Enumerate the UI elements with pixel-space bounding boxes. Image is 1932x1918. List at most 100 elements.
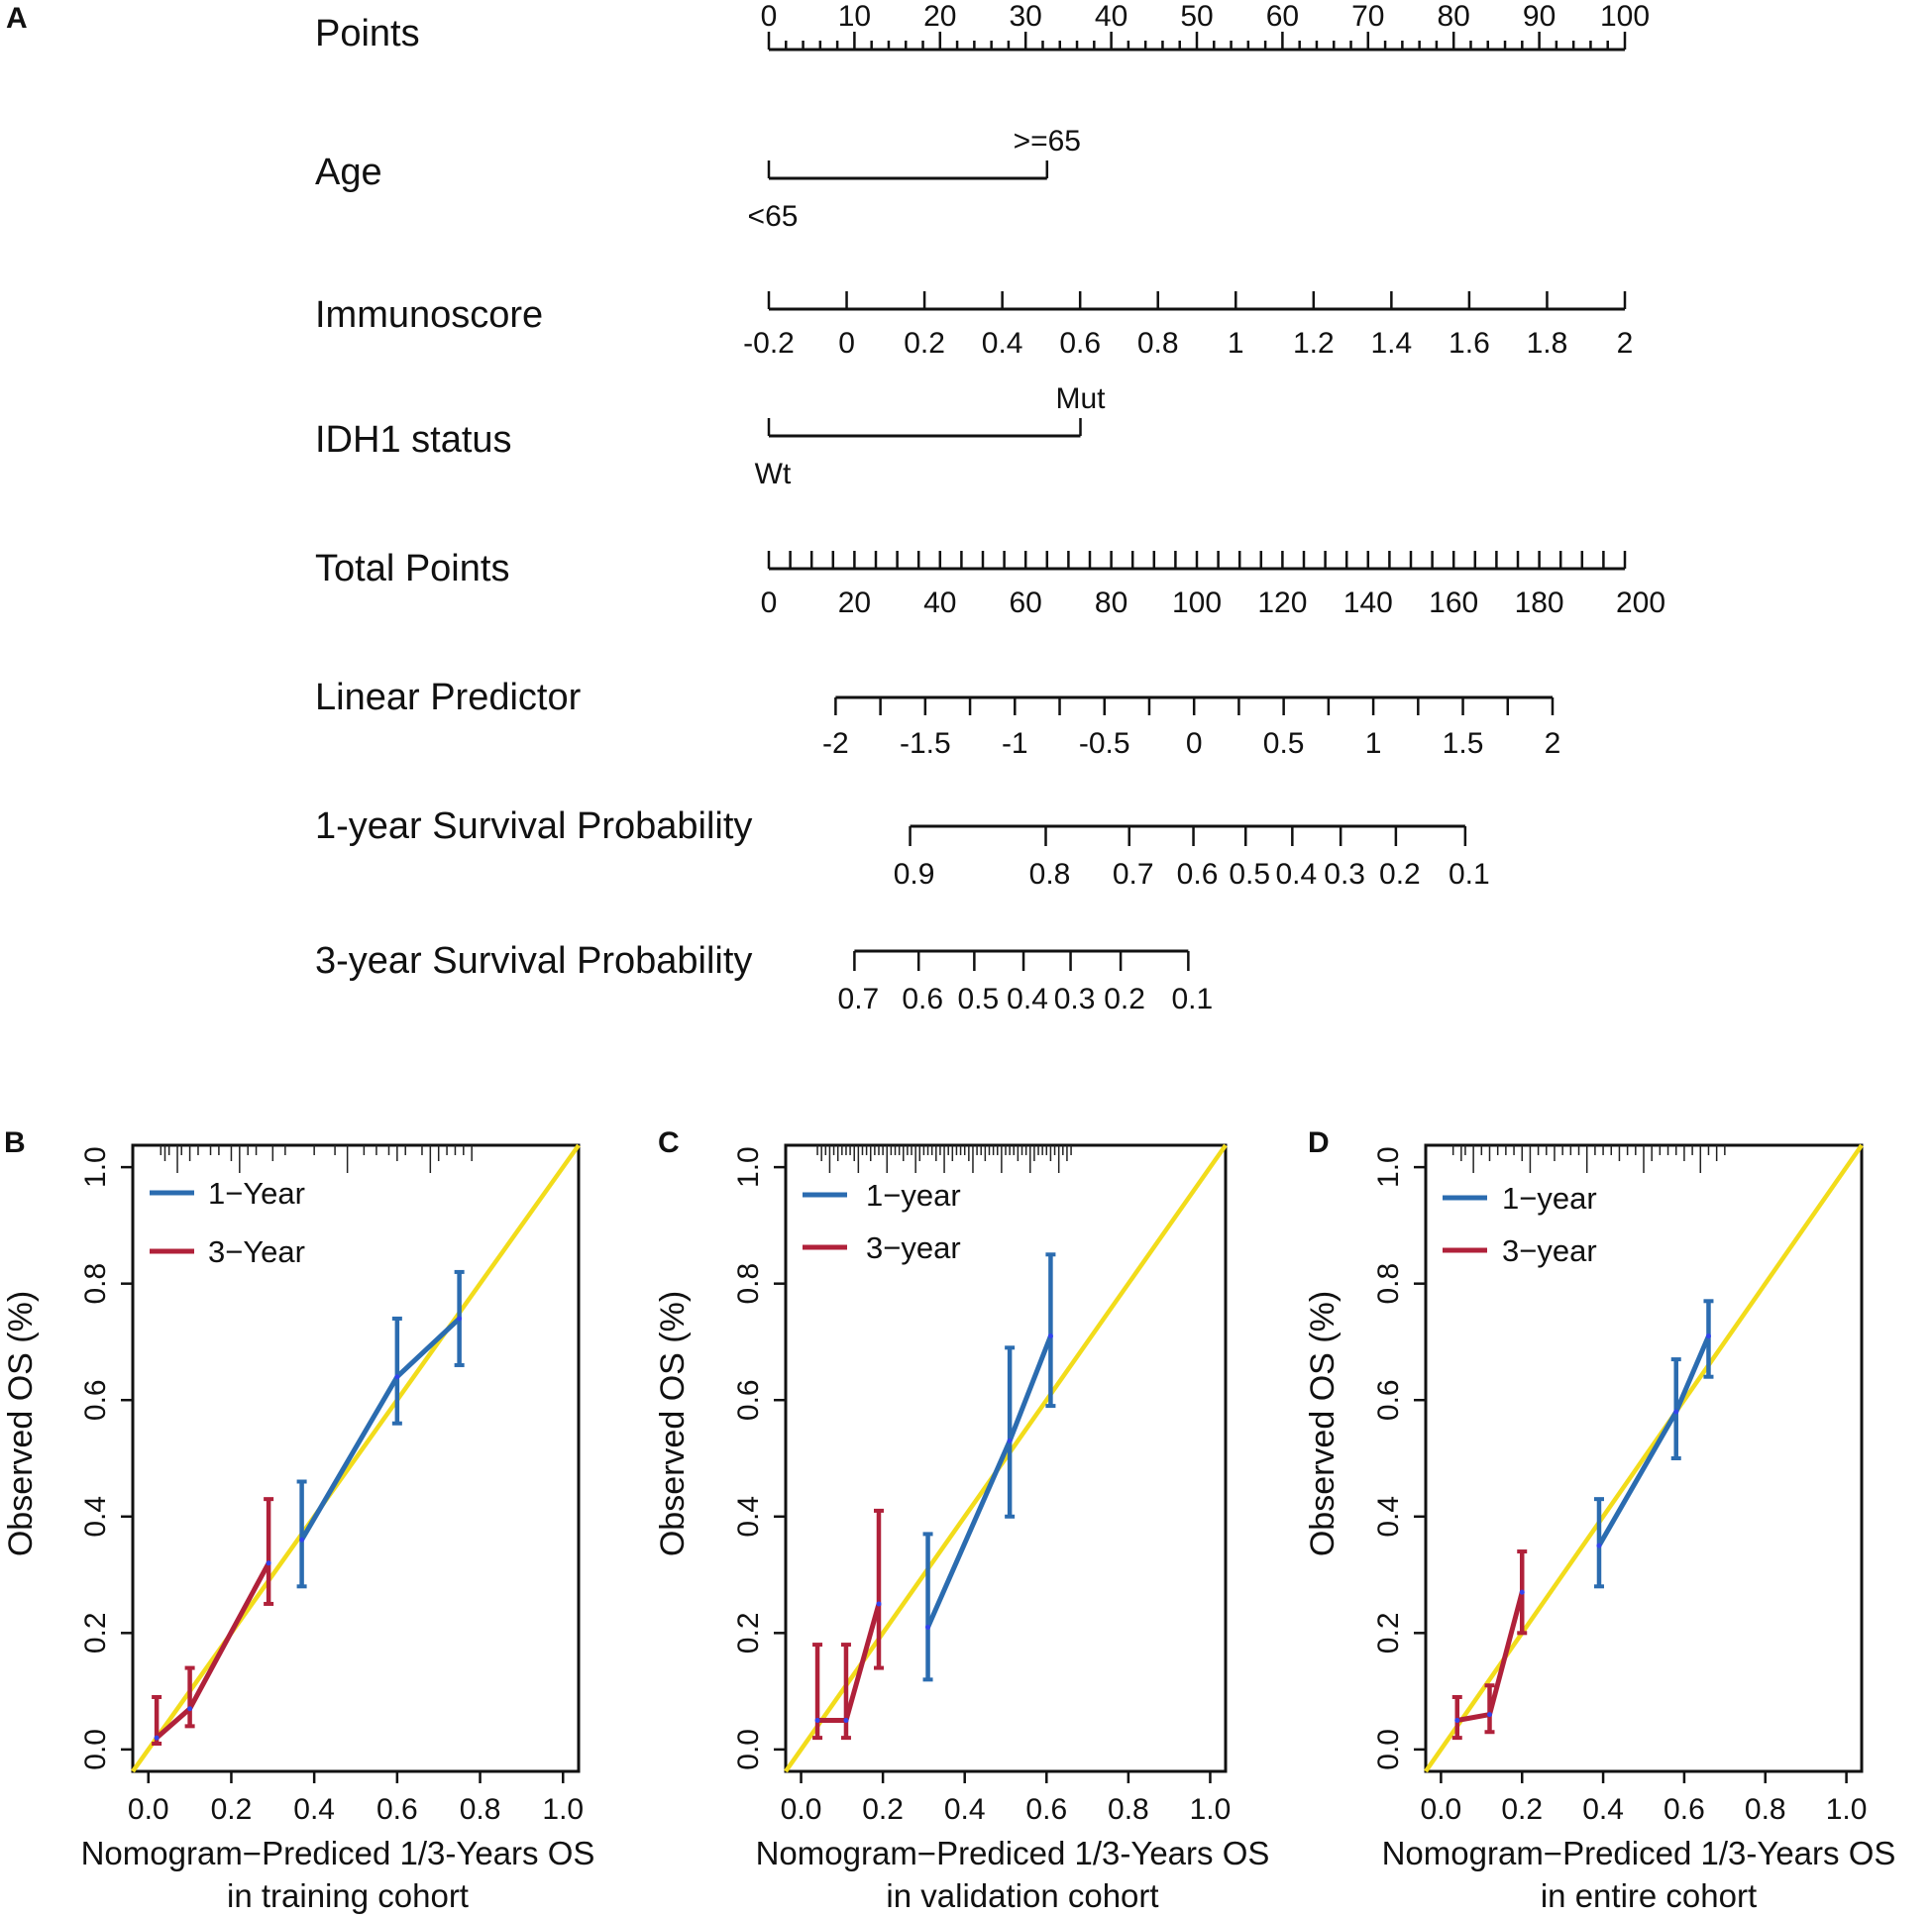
nomogram-total-points-scale: 0 20 40 60 80 100 120 140 160 180 200 — [761, 551, 1665, 619]
calibration-ylabel: Observed OS (%) — [654, 1291, 692, 1556]
legend-label-1-year: 1−year — [1502, 1181, 1597, 1216]
calibration-point — [457, 1316, 463, 1322]
nomogram-immunoscore-scale: -0.2 0 0.2 0.4 0.6 0.8 1 1.2 1.4 1.6 1.8 2 — [743, 291, 1633, 360]
x-axis-tick-label: 0.6 — [1664, 1793, 1705, 1826]
y-axis-tick-label: 1.0 — [732, 1146, 765, 1188]
survival-tick-label: 0.4 — [1275, 858, 1317, 891]
y-axis-tick-label: 0.4 — [732, 1496, 765, 1538]
x-axis-tick-label: 0.0 — [781, 1793, 822, 1826]
calibration-xlabel-line2: in training cohort — [227, 1877, 469, 1914]
total-points-tick-label: 120 — [1257, 586, 1307, 619]
calibration-series-line — [299, 1317, 462, 1542]
total-points-tick-label: 60 — [1010, 586, 1042, 619]
y-axis-tick-label: 0.4 — [1372, 1496, 1405, 1538]
immunoscore-tick-label: 1.6 — [1449, 327, 1490, 360]
ideal-reference-line — [784, 1143, 1228, 1773]
immunoscore-tick-label: 0.4 — [982, 327, 1023, 360]
calibration-point — [154, 1735, 160, 1741]
y-axis-tick-label: 0.6 — [79, 1379, 112, 1421]
total-points-tick-label: 100 — [1172, 586, 1222, 619]
total-points-tick-label: 40 — [923, 586, 956, 619]
y-axis-tick-label: 0.2 — [732, 1612, 765, 1653]
legend-label-3-year: 3−Year — [208, 1234, 305, 1269]
x-axis-tick-label: 0.4 — [944, 1793, 986, 1826]
points-tick-label: 40 — [1095, 0, 1127, 33]
calibration-xlabel-line1: Nomogram−Prediced 1/3-Years OS — [1382, 1835, 1896, 1871]
immunoscore-tick-label: 1 — [1228, 327, 1244, 360]
calibration-point — [925, 1624, 931, 1630]
calibration-point — [1487, 1712, 1493, 1718]
x-axis-tick-label: 0.2 — [862, 1793, 904, 1826]
nomogram-row-label-immunoscore: Immunoscore — [315, 294, 543, 336]
y-axis-tick-label: 0.8 — [79, 1263, 112, 1305]
points-tick-label: 0 — [761, 0, 778, 33]
y-axis-tick-label: 0.0 — [79, 1729, 112, 1770]
immunoscore-tick-label: 2 — [1617, 327, 1634, 360]
x-axis-tick-label: 0.2 — [1501, 1793, 1543, 1826]
survival-tick-label: 0.2 — [1104, 983, 1145, 1015]
y-axis-tick-label: 0.0 — [732, 1729, 765, 1770]
survival-tick-label: 0.1 — [1449, 858, 1490, 891]
survival-tick-label: 0.4 — [1007, 983, 1048, 1015]
total-points-tick-label: 180 — [1515, 586, 1564, 619]
ideal-reference-line — [1424, 1143, 1864, 1773]
x-axis-tick-label: 0.0 — [128, 1793, 169, 1826]
survival-tick-label: 0.9 — [894, 858, 935, 891]
immunoscore-tick-label: 1.8 — [1527, 327, 1568, 360]
nomogram-row-label-3yr-survival: 3-year Survival Probability — [315, 940, 752, 982]
calibration-point — [1454, 1717, 1460, 1723]
plot-frame — [131, 1143, 581, 1773]
calibration-ylabel: Observed OS (%) — [1304, 1291, 1342, 1556]
calibration-series-line — [925, 1334, 1053, 1629]
linear-predictor-tick-label: 2 — [1545, 727, 1561, 760]
points-tick-label: 100 — [1600, 0, 1650, 33]
linear-predictor-tick-label: 0 — [1186, 727, 1203, 760]
nomogram-idh1-scale: Wt Mut — [755, 382, 1106, 490]
calibration-point — [1596, 1543, 1602, 1548]
calibration-ylabel: Observed OS (%) — [2, 1291, 40, 1556]
legend-label-3-year: 3−year — [866, 1230, 961, 1265]
calibration-xlabel-line2: in entire cohort — [1541, 1877, 1757, 1914]
nomogram-row-label-1yr-survival: 1-year Survival Probability — [315, 805, 752, 847]
calibration-point — [299, 1537, 305, 1543]
y-axis-tick-label: 1.0 — [1372, 1146, 1405, 1188]
x-axis-tick-label: 0.0 — [1421, 1793, 1462, 1826]
panel-label-b: B — [4, 1126, 26, 1159]
x-axis-tick-label: 0.8 — [460, 1793, 501, 1826]
category-level-label: <65 — [748, 200, 799, 233]
linear-predictor-tick-label: -1 — [1002, 727, 1028, 760]
total-points-tick-label: 140 — [1343, 586, 1393, 619]
calibration-point — [187, 1706, 193, 1712]
nomogram-row-label-idh1: IDH1 status — [315, 419, 512, 461]
category-level-label: Mut — [1055, 382, 1106, 415]
y-axis-tick-label: 0.6 — [1372, 1379, 1405, 1421]
category-level-label: Wt — [755, 458, 792, 490]
y-axis-tick-label: 0.2 — [79, 1612, 112, 1653]
calibration-point — [843, 1717, 849, 1723]
points-tick-label: 80 — [1438, 0, 1470, 33]
nomogram-linear-predictor-scale: -2 -1.5 -1 -0.5 0 0.5 1 1.5 2 — [822, 695, 1561, 760]
nomogram-row-label-age: Age — [315, 152, 382, 193]
calibration-point — [876, 1601, 882, 1607]
calibration-point — [1007, 1438, 1013, 1443]
points-tick-label: 90 — [1523, 0, 1556, 33]
y-axis-tick-label: 0.8 — [732, 1263, 765, 1305]
points-tick-label: 50 — [1180, 0, 1213, 33]
nomogram-row-label-total-points: Total Points — [315, 548, 509, 589]
nomogram-row-label-linear-predictor: Linear Predictor — [315, 677, 582, 718]
x-axis-tick-label: 0.6 — [376, 1793, 418, 1826]
total-points-tick-label: 200 — [1616, 586, 1665, 619]
calibration-point — [1047, 1333, 1053, 1339]
calibration-plot-entire: Nomogram−Prediced 1/3-Years OS in entire… — [1304, 1143, 1896, 1914]
x-axis-tick-label: 0.4 — [293, 1793, 335, 1826]
points-tick-label: 10 — [838, 0, 871, 33]
immunoscore-tick-label: 0.2 — [904, 327, 945, 360]
x-axis-tick-label: 0.8 — [1745, 1793, 1786, 1826]
linear-predictor-tick-label: 1.5 — [1443, 727, 1484, 760]
survival-tick-label: 0.6 — [1177, 858, 1219, 891]
calibration-xlabel-line1: Nomogram−Prediced 1/3-Years OS — [81, 1835, 595, 1871]
x-axis-tick-label: 1.0 — [1826, 1793, 1868, 1826]
x-axis-tick-label: 1.0 — [542, 1793, 584, 1826]
calibration-plot-training: Nomogram−Prediced 1/3-Years OS in traini… — [2, 1143, 595, 1914]
immunoscore-tick-label: 0.8 — [1137, 327, 1179, 360]
